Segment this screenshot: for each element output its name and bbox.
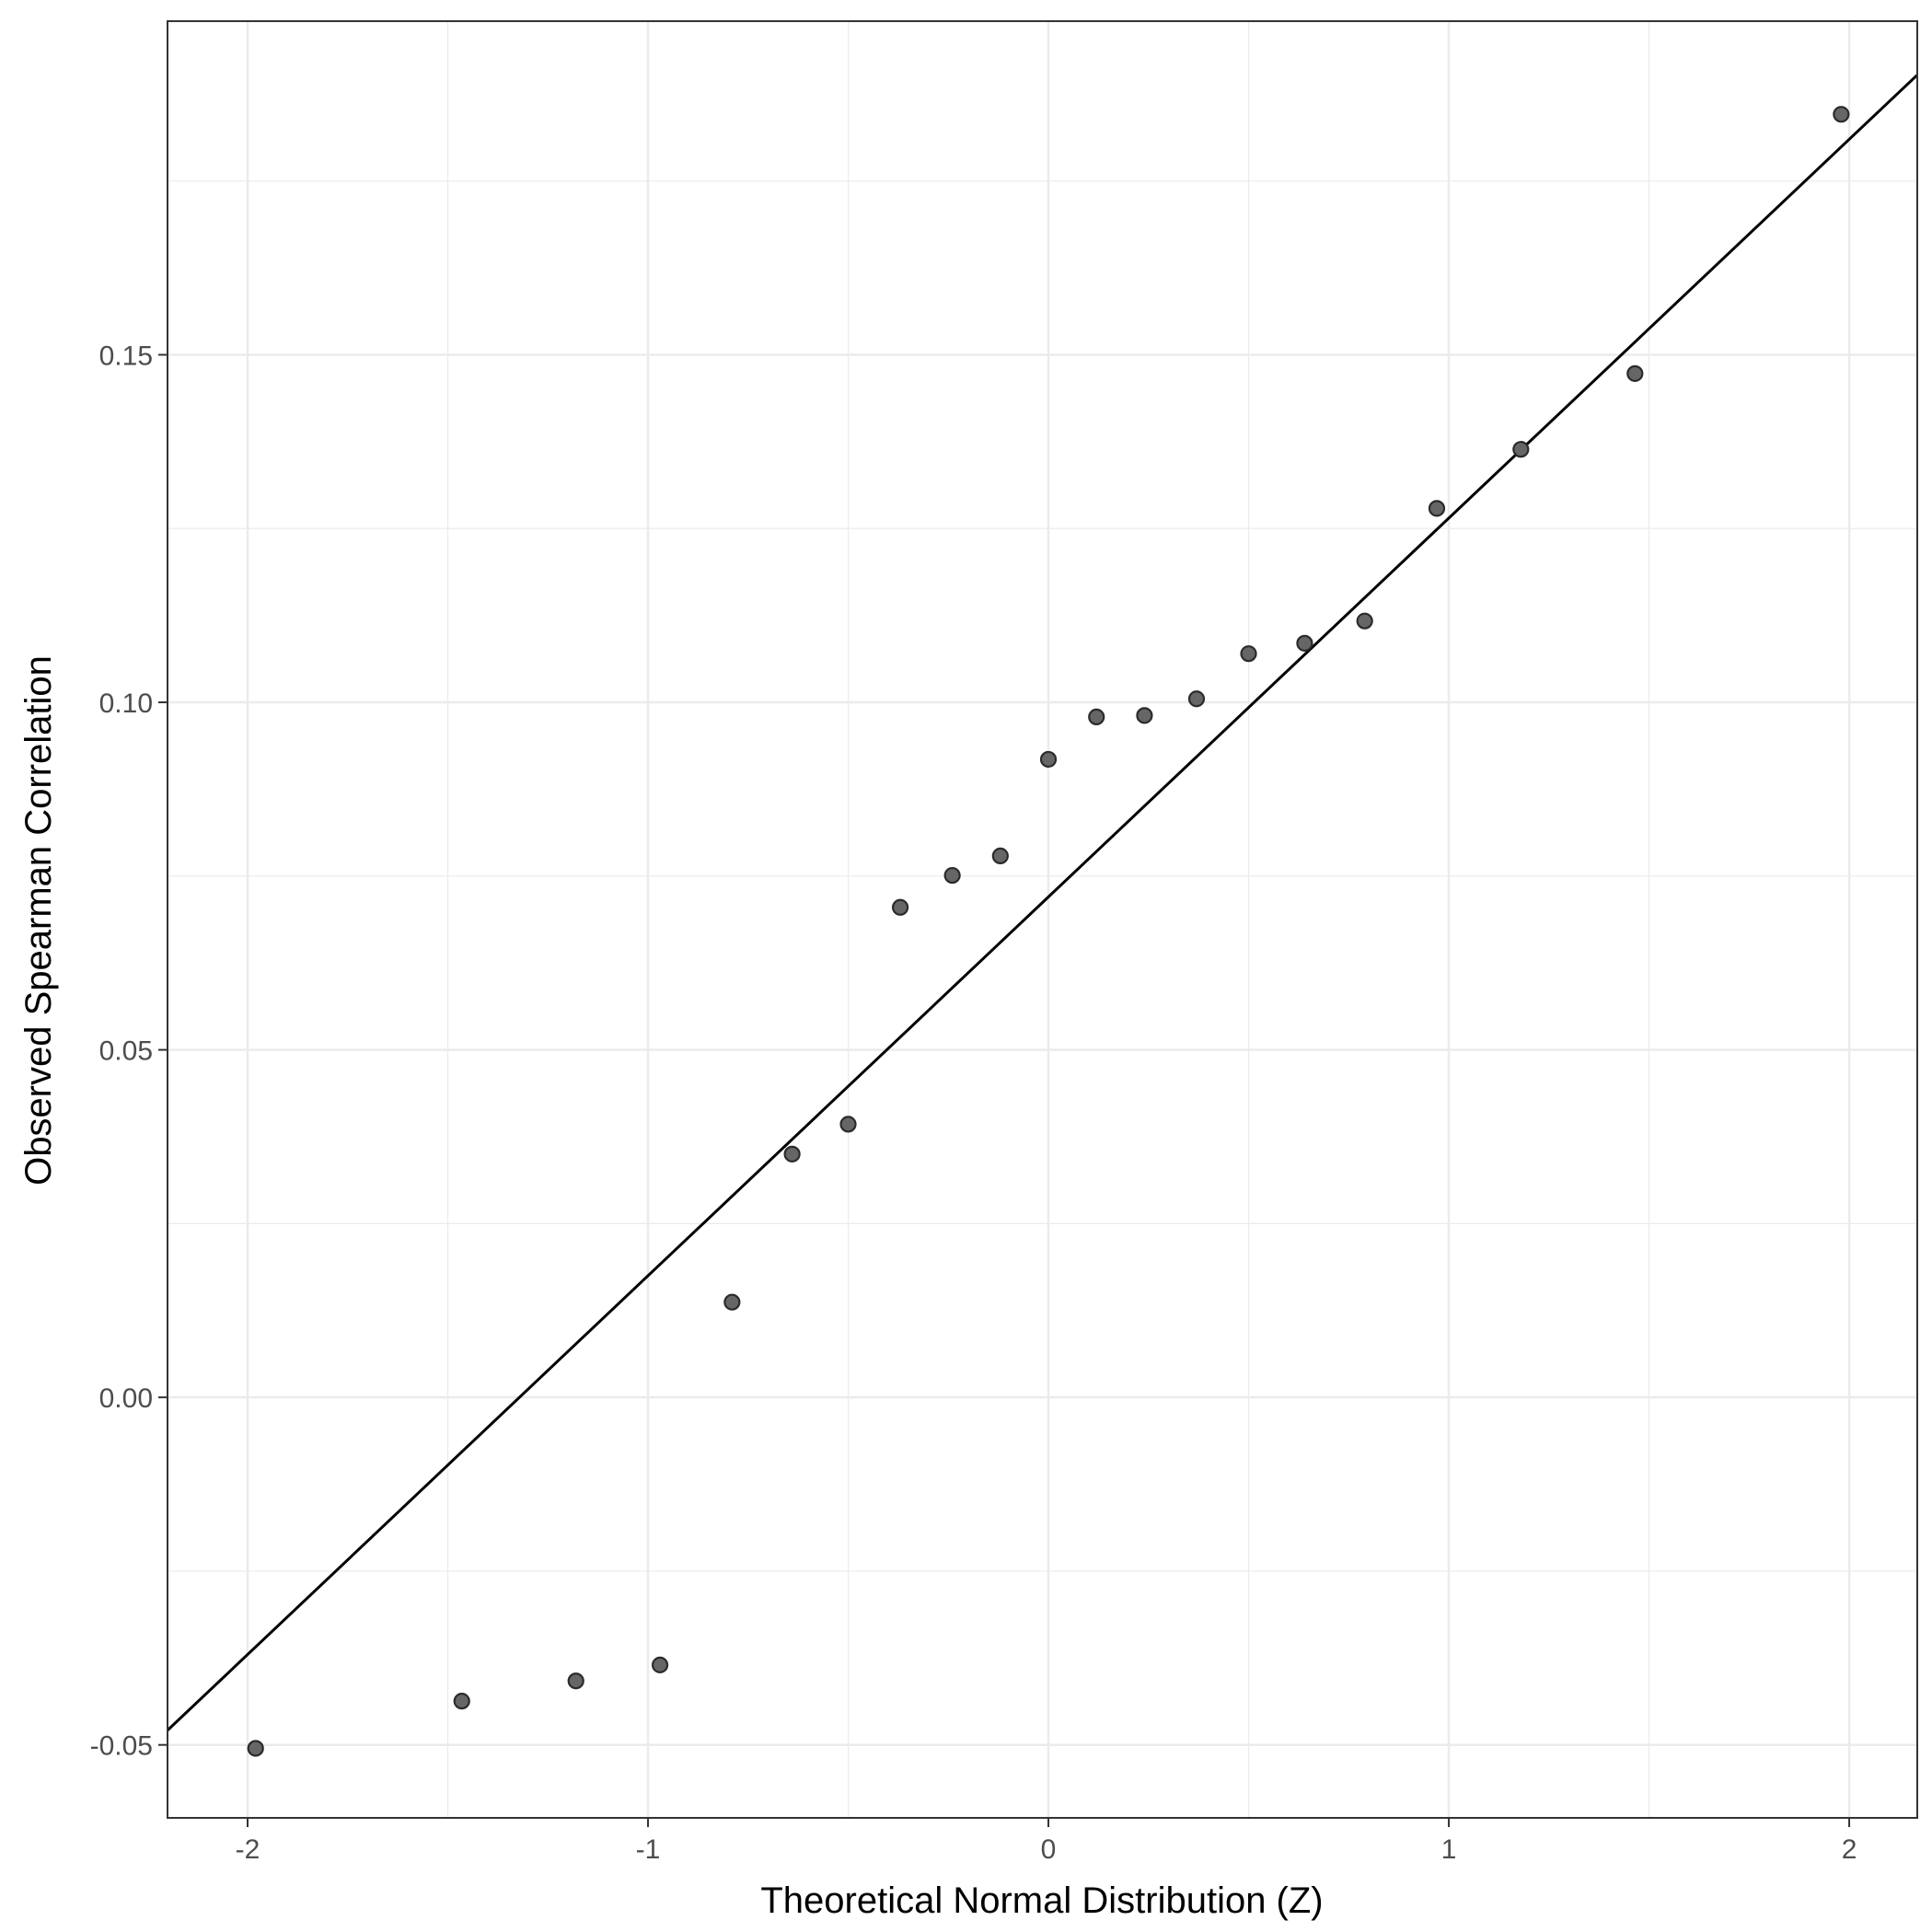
data-point — [1626, 364, 1644, 382]
x-tick-label: 0 — [1041, 1834, 1057, 1865]
data-point — [247, 1740, 264, 1757]
data-point — [839, 1116, 857, 1133]
y-tick-label: 0.10 — [99, 688, 153, 719]
data-point — [1512, 441, 1530, 458]
data-point — [1088, 708, 1105, 725]
x-tick-label: -1 — [636, 1834, 661, 1865]
x-axis-ticks: -2 -1 0 1 2 — [236, 1818, 1857, 1865]
data-point — [567, 1672, 584, 1690]
major-grid-lines — [168, 21, 1917, 1818]
y-tick-label: 0.15 — [99, 341, 153, 371]
panel-border — [167, 20, 1918, 1819]
y-axis-title: Observed Spearman Correlation — [18, 655, 59, 1186]
x-tick-label: -2 — [236, 1834, 260, 1865]
data-point — [1039, 750, 1058, 769]
panel-background — [168, 21, 1917, 1818]
data-points — [247, 106, 1850, 1757]
x-axis-title: Theoretical Normal Distribution (Z) — [760, 1880, 1323, 1921]
data-point — [453, 1693, 470, 1710]
data-point — [1240, 645, 1257, 663]
data-point — [1428, 500, 1446, 517]
data-point — [723, 1293, 741, 1311]
data-point — [991, 847, 1009, 865]
data-point — [891, 898, 909, 916]
data-point — [1187, 690, 1206, 708]
data-point — [1833, 106, 1850, 123]
reference-line-layer — [168, 74, 1917, 1731]
qq-reference-line — [168, 74, 1917, 1731]
data-point — [943, 866, 961, 885]
data-point — [651, 1656, 669, 1673]
y-tick-label: 0.05 — [99, 1036, 153, 1067]
data-point — [1356, 612, 1373, 630]
minor-grid-lines — [168, 21, 1917, 1818]
data-point — [1136, 707, 1153, 724]
data-point — [783, 1145, 801, 1163]
y-axis-ticks: -0.05 0.00 0.05 0.10 0.15 — [90, 341, 168, 1762]
x-tick-label: 1 — [1441, 1834, 1457, 1865]
y-tick-label: -0.05 — [90, 1731, 153, 1762]
y-tick-label: 0.00 — [99, 1383, 153, 1414]
x-tick-label: 2 — [1842, 1834, 1857, 1865]
data-point — [1296, 634, 1313, 652]
